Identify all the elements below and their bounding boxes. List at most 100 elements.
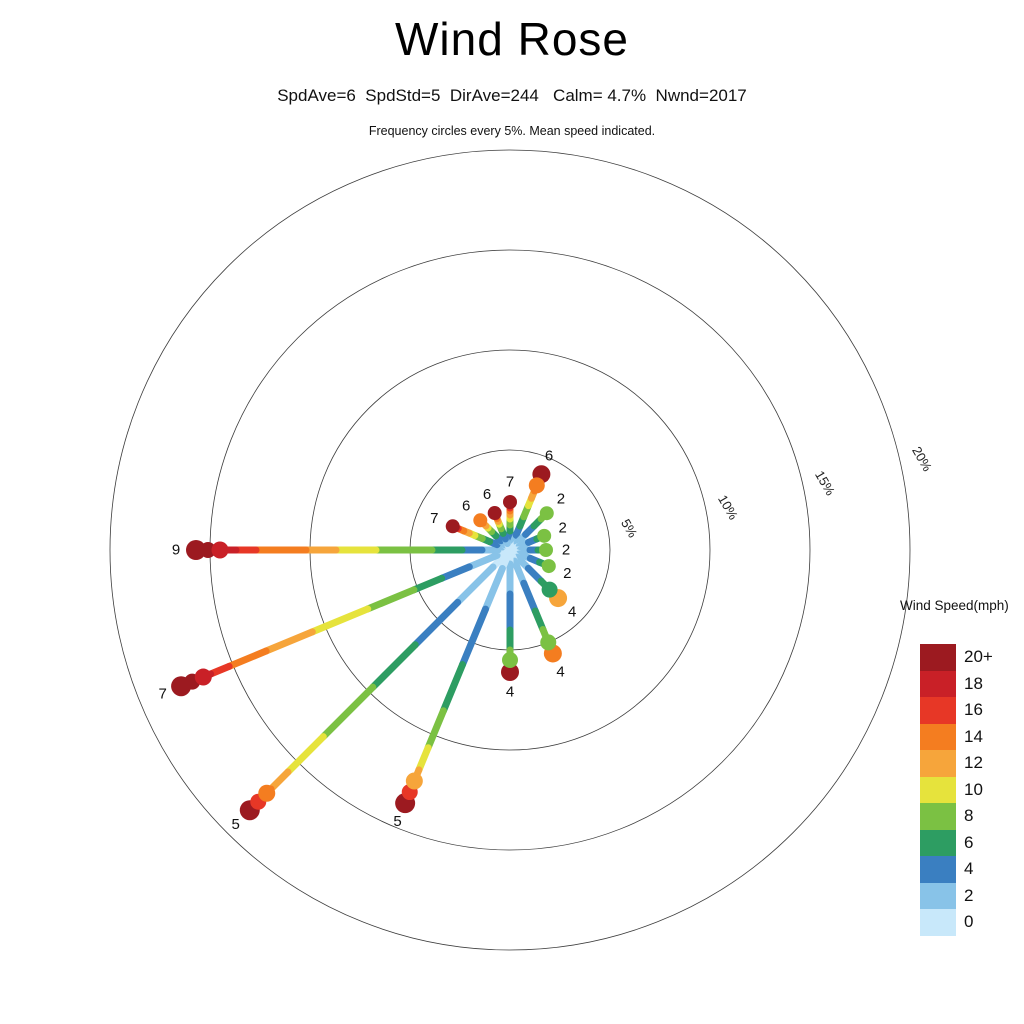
mean-speed-label-NNE: 6 (545, 447, 553, 464)
mean-speed-label-SE: 4 (568, 604, 576, 621)
legend: Wind Speed(mph) 20+ 18 16 14 12 10 8 6 4 2 0 (900, 598, 1022, 936)
mean-speed-label-ENE: 2 (558, 520, 566, 537)
mean-speed-label-E: 2 (562, 542, 570, 559)
ring-label-20: 20% (909, 444, 935, 474)
legend-entries: 20+ 18 16 14 12 10 8 6 4 2 0 (920, 644, 1022, 936)
mean-speed-label-W: 9 (172, 542, 180, 559)
spoke-segment-SSW (459, 605, 490, 669)
ring-label-10: 10% (715, 492, 741, 522)
spoke-segment-WSW (465, 551, 501, 571)
spoke-segment-SW (267, 768, 292, 793)
spoke-tip-dot-SSW (405, 772, 423, 790)
legend-entry-2: 2 (920, 882, 1022, 909)
mean-speed-label-NNW: 6 (483, 486, 491, 503)
legend-swatch-20+ (920, 644, 956, 671)
spoke-tip-dot-W (200, 542, 216, 558)
chart-title: Wind Rose (395, 13, 629, 65)
legend-label-2: 2 (964, 885, 974, 905)
mean-speed-label-NE: 2 (557, 491, 565, 508)
legend-swatch-0 (920, 909, 956, 936)
spoke-segment-WSW (438, 563, 473, 582)
spoke-tip-dot-WNW (445, 519, 460, 534)
legend-label-0: 0 (964, 912, 974, 931)
mean-speed-label-NW: 6 (462, 498, 470, 515)
spoke-tip-dot-NW (473, 513, 488, 528)
spoke-segment-SW (454, 563, 497, 606)
legend-swatch-10 (920, 776, 956, 803)
legend-swatch-2 (920, 882, 956, 909)
legend-label-8: 8 (964, 806, 974, 825)
legend-entry-12: 12 (920, 750, 1022, 777)
spoke-segment-SW (411, 598, 462, 649)
spoke-tip-dot-S (501, 663, 519, 681)
spoke-segment-SW (369, 641, 419, 691)
spoke-tip-dot-W (186, 540, 206, 560)
spoke-tip-dot-ESE (541, 559, 556, 574)
spoke-segment-SSE (511, 557, 528, 587)
frequency-note: Frequency circles every 5%. Mean speed i… (368, 124, 656, 138)
legend-title: Wind Speed(mph) (900, 598, 1009, 613)
spoke-tip-dot-W (211, 541, 229, 559)
legend-entry-16: 16 (920, 697, 1022, 724)
frequency-ring-20 (109, 149, 911, 951)
mean-speed-label-SSW: 5 (393, 813, 401, 830)
spoke-segment-SSW (424, 707, 447, 752)
spoke-tip-dot-NNE (528, 477, 545, 494)
spoke-segment-SW (319, 683, 377, 741)
legend-label-12: 12 (964, 753, 983, 772)
mean-speed-label-SSE: 4 (556, 663, 564, 680)
legend-label-6: 6 (964, 832, 974, 852)
legend-label-4: 4 (964, 859, 974, 878)
legend-swatch-4 (920, 856, 956, 883)
legend-entry-20+: 20+ (920, 644, 1022, 671)
legend-entry-14: 14 (920, 723, 1022, 750)
spoke-segment-SSW (439, 661, 467, 715)
legend-entry-4: 4 (920, 856, 1022, 883)
mean-speed-label-N: 7 (506, 474, 514, 491)
spoke-tip-dot-SW (258, 784, 276, 802)
legend-entry-6: 6 (920, 829, 1022, 856)
legend-entry-10: 10 (920, 776, 1022, 803)
spoke-segment-SW (284, 733, 327, 776)
legend-swatch-14 (920, 723, 956, 750)
spoke-tip-dot-WSW (194, 668, 212, 686)
legend-swatch-8 (920, 803, 956, 830)
spoke-segment-SSW (482, 564, 506, 613)
legend-label-14: 14 (964, 726, 983, 746)
spoke-segment-WSW (308, 605, 372, 636)
spoke-tip-dot-E (539, 543, 553, 557)
mean-speed-label-SW: 5 (231, 816, 239, 833)
legend-label-10: 10 (964, 779, 983, 799)
spoke-tip-dot-SSE (540, 634, 557, 651)
legend-swatch-18 (920, 670, 956, 697)
legend-label-16: 16 (964, 700, 983, 719)
mean-speed-label-ESE: 2 (563, 565, 571, 582)
spoke-tip-dot-ENE (537, 528, 552, 543)
legend-entry-8: 8 (920, 803, 1022, 830)
spoke-tip-dot-S (502, 652, 518, 668)
legend-label-20+: 20+ (964, 647, 993, 666)
ring-label-5: 5% (618, 516, 641, 540)
spoke-tip-dot-NE (539, 506, 554, 521)
legend-entry-18: 18 (920, 670, 1022, 697)
mean-speed-label-WNW: 7 (430, 510, 438, 527)
legend-swatch-16 (920, 697, 956, 724)
spoke-tip-dot-SE (541, 581, 558, 598)
legend-label-18: 18 (964, 673, 983, 693)
spoke-segment-WSW (225, 647, 270, 670)
ring-label-15: 15% (812, 468, 838, 498)
spoke-segment-SSW (415, 744, 432, 774)
spoke-tip-dot-NNW (487, 506, 502, 521)
legend-swatch-12 (920, 750, 956, 777)
mean-speed-label-WSW: 7 (158, 685, 166, 702)
spoke-segment-WSW (410, 574, 446, 594)
stats-line: SpdAve=6 SpdStd=5 DirAve=244 Calm= 4.7% … (277, 86, 747, 105)
spoke-segment-WSW (262, 628, 316, 655)
mean-speed-label-S: 4 (506, 684, 514, 701)
spoke-segment-SSE (520, 579, 539, 615)
spoke-segment-WSW (364, 586, 418, 613)
spoke-tip-dot-N (503, 495, 517, 509)
legend-swatch-6 (920, 829, 956, 856)
